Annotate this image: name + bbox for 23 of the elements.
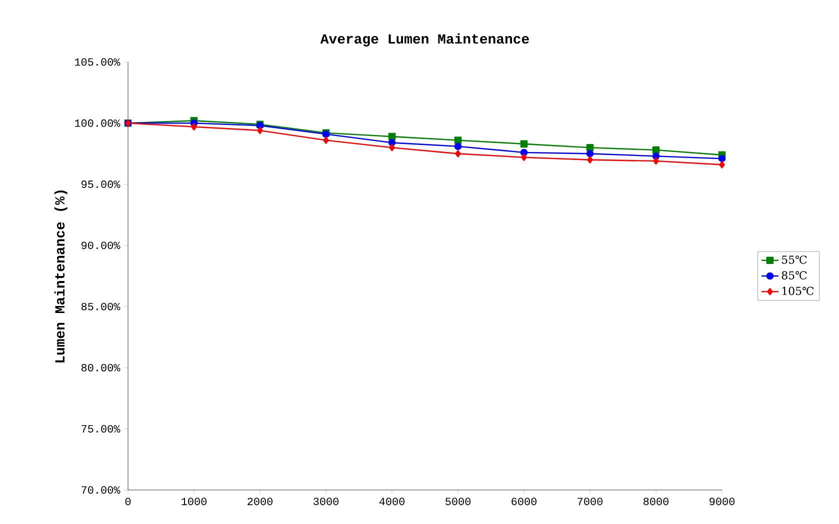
- y-tick-label: 70.00%: [82, 486, 120, 494]
- x-tick-label: 1000: [182, 498, 206, 506]
- x-tick-label: 0: [125, 498, 131, 506]
- x-tick-label: 4000: [379, 498, 404, 506]
- y-tick-label: 90.00%: [82, 242, 120, 250]
- x-tick-label: 6000: [512, 498, 536, 506]
- x-tick-label: 3000: [314, 498, 338, 506]
- y-tick-label: 105.00%: [75, 58, 120, 66]
- legend-label: 55℃: [782, 256, 807, 264]
- x-tick-label: 2000: [248, 498, 272, 506]
- y-tick-label: 80.00%: [81, 364, 120, 372]
- y-axis-title: Lumen Maintenance (%): [54, 190, 68, 362]
- legend-label: 85℃: [782, 271, 807, 280]
- x-tick-label: 9000: [710, 498, 734, 506]
- y-tick-label: 95.00%: [82, 180, 120, 188]
- chart-title: Average Lumen Maintenance: [320, 33, 529, 46]
- x-tick-label: 8000: [644, 498, 668, 506]
- x-tick-label: 5000: [446, 498, 470, 506]
- y-tick-label: 100.00%: [75, 119, 120, 127]
- y-tick-label: 85.00%: [81, 302, 120, 310]
- x-tick-label: 7000: [578, 498, 602, 506]
- legend-label: 105℃: [782, 286, 814, 296]
- y-tick-label: 75.00%: [82, 425, 120, 433]
